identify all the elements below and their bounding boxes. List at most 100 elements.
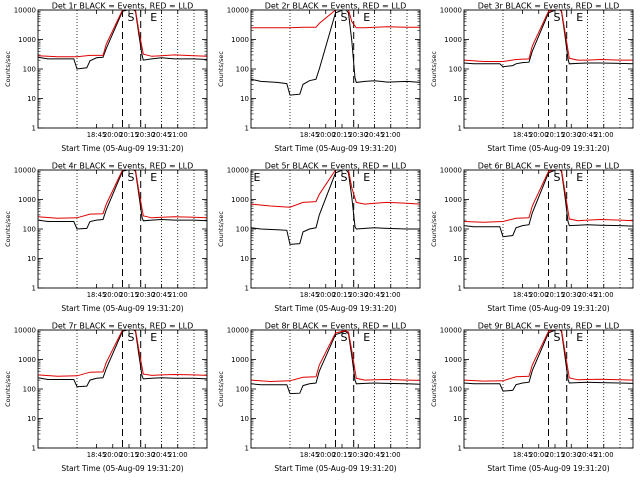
- x-tick-label: 20:00: [316, 291, 336, 299]
- marker-e: E: [150, 171, 157, 184]
- y-tick-label: 10: [453, 95, 462, 103]
- x-tick-label: 20:45: [152, 451, 172, 459]
- x-tick-label: 20:00: [529, 131, 549, 139]
- x-axis-label: Start Time (05-Aug-09 19:31:20): [274, 304, 396, 313]
- y-tick-label: 1000: [444, 196, 462, 204]
- chart-title: Det 7r BLACK = Events, RED = LLD: [52, 322, 194, 331]
- y-tick-label: 10: [453, 415, 462, 423]
- x-tick-label: 20:15: [332, 451, 352, 459]
- marker-e: E: [363, 171, 370, 184]
- x-tick-label: 20:30: [561, 291, 581, 299]
- x-axis-label: Start Time (05-Aug-09 19:31:20): [274, 464, 396, 473]
- x-tick-label: 20:30: [348, 131, 368, 139]
- marker-e: E: [254, 171, 261, 184]
- y-tick-label: 1000: [18, 36, 36, 44]
- panel-det-6: Det 6r BLACK = Events, RED = LLD Counts/s…: [430, 162, 634, 313]
- x-tick-label: 20:45: [152, 131, 172, 139]
- x-tick-label: 20:00: [529, 291, 549, 299]
- y-tick-label: 1: [32, 285, 36, 293]
- x-tick-label: 20:00: [529, 451, 549, 459]
- x-tick-label: 20:45: [365, 131, 385, 139]
- x-tick-label: 18:45: [87, 451, 107, 459]
- y-tick-label: 100: [23, 226, 36, 234]
- marker-s: S: [340, 11, 347, 24]
- marker-e: E: [576, 331, 583, 344]
- marker-s: S: [127, 171, 134, 184]
- y-tick-label: 100: [449, 226, 462, 234]
- y-tick-label: 10000: [440, 7, 462, 15]
- y-axis-label: Counts/sec: [4, 211, 12, 247]
- x-tick-label: 20:30: [135, 291, 155, 299]
- panel-det-1: Det 1r BLACK = Events, RED = LLD Counts/s…: [4, 2, 208, 153]
- x-tick-label: 20:30: [135, 451, 155, 459]
- x-axis-label: Start Time (05-Aug-09 19:31:20): [487, 144, 609, 153]
- plot-frame: [250, 169, 421, 289]
- y-tick-label: 10000: [440, 327, 462, 335]
- y-tick-label: 1: [245, 125, 249, 133]
- y-axis-label: Counts/sec: [217, 51, 225, 87]
- chart-title: Det 6r BLACK = Events, RED = LLD: [478, 162, 620, 171]
- x-tick-label: 18:45: [513, 451, 533, 459]
- x-tick-label: 18:45: [513, 291, 533, 299]
- x-tick-label: 20:15: [119, 291, 139, 299]
- y-tick-label: 10: [27, 255, 36, 263]
- series-line-black: [464, 330, 633, 392]
- y-tick-label: 10000: [14, 167, 36, 175]
- y-tick-label: 100: [236, 386, 249, 394]
- y-tick-label: 1000: [18, 356, 36, 364]
- x-tick-label: 20:00: [316, 131, 336, 139]
- plot-frame: [463, 169, 634, 289]
- x-tick-label: 20:45: [152, 291, 172, 299]
- y-tick-label: 10000: [227, 167, 249, 175]
- chart-title: Det 3r BLACK = Events, RED = LLD: [478, 2, 620, 11]
- x-axis-label: Start Time (05-Aug-09 19:31:20): [61, 144, 183, 153]
- x-tick-label: 20:15: [332, 131, 352, 139]
- y-axis-label: Counts/sec: [4, 51, 12, 87]
- x-tick-label: 21:00: [168, 291, 188, 299]
- x-tick-label: 18:45: [87, 131, 107, 139]
- y-tick-label: 10: [27, 95, 36, 103]
- panel-det-4: Det 4r BLACK = Events, RED = LLD Counts/s…: [4, 162, 208, 313]
- chart-title: Det 2r BLACK = Events, RED = LLD: [265, 2, 407, 11]
- x-tick-label: 20:15: [545, 291, 565, 299]
- x-tick-label: 18:45: [300, 291, 320, 299]
- panel-det-8: Det 8r BLACK = Events, RED = LLD Counts/s…: [217, 322, 421, 473]
- x-tick-label: 20:45: [578, 451, 598, 459]
- x-tick-label: 20:45: [365, 451, 385, 459]
- x-axis-label: Start Time (05-Aug-09 19:31:20): [274, 144, 396, 153]
- y-tick-label: 100: [236, 226, 249, 234]
- x-tick-label: 18:45: [300, 131, 320, 139]
- x-tick-label: 20:45: [578, 291, 598, 299]
- y-tick-label: 10000: [14, 7, 36, 15]
- x-tick-label: 20:30: [348, 291, 368, 299]
- y-tick-label: 1000: [231, 196, 249, 204]
- marker-e: E: [363, 331, 370, 344]
- series-line-black: [251, 10, 420, 96]
- marker-e: E: [150, 11, 157, 24]
- series-line-black: [251, 170, 420, 245]
- panel-det-7: Det 7r BLACK = Events, RED = LLD Counts/s…: [4, 322, 208, 473]
- x-tick-label: 20:30: [135, 131, 155, 139]
- x-tick-label: 20:15: [545, 131, 565, 139]
- x-tick-label: 20:30: [561, 131, 581, 139]
- y-tick-label: 1000: [231, 356, 249, 364]
- marker-s: S: [340, 331, 347, 344]
- y-axis-label: Counts/sec: [217, 211, 225, 247]
- x-tick-label: 20:00: [103, 451, 123, 459]
- chart-title: Det 1r BLACK = Events, RED = LLD: [52, 2, 194, 11]
- x-tick-label: 21:00: [594, 291, 614, 299]
- chart-title: Det 4r BLACK = Events, RED = LLD: [52, 162, 194, 171]
- y-tick-label: 10000: [440, 167, 462, 175]
- x-tick-label: 20:00: [103, 131, 123, 139]
- y-axis-label: Counts/sec: [430, 211, 438, 247]
- x-tick-label: 20:00: [316, 451, 336, 459]
- plot-frame: [250, 329, 421, 449]
- x-tick-label: 20:15: [545, 451, 565, 459]
- chart-title: Det 9r BLACK = Events, RED = LLD: [478, 322, 620, 331]
- x-tick-label: 20:15: [119, 451, 139, 459]
- x-axis-label: Start Time (05-Aug-09 19:31:20): [61, 304, 183, 313]
- marker-s: S: [553, 11, 560, 24]
- series-line-red: [464, 10, 633, 62]
- x-tick-label: 20:30: [348, 451, 368, 459]
